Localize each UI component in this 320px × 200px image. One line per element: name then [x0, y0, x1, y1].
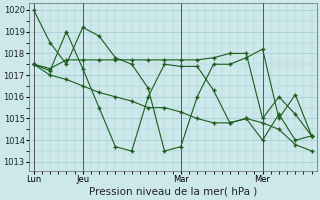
- X-axis label: Pression niveau de la mer( hPa ): Pression niveau de la mer( hPa ): [89, 187, 257, 197]
